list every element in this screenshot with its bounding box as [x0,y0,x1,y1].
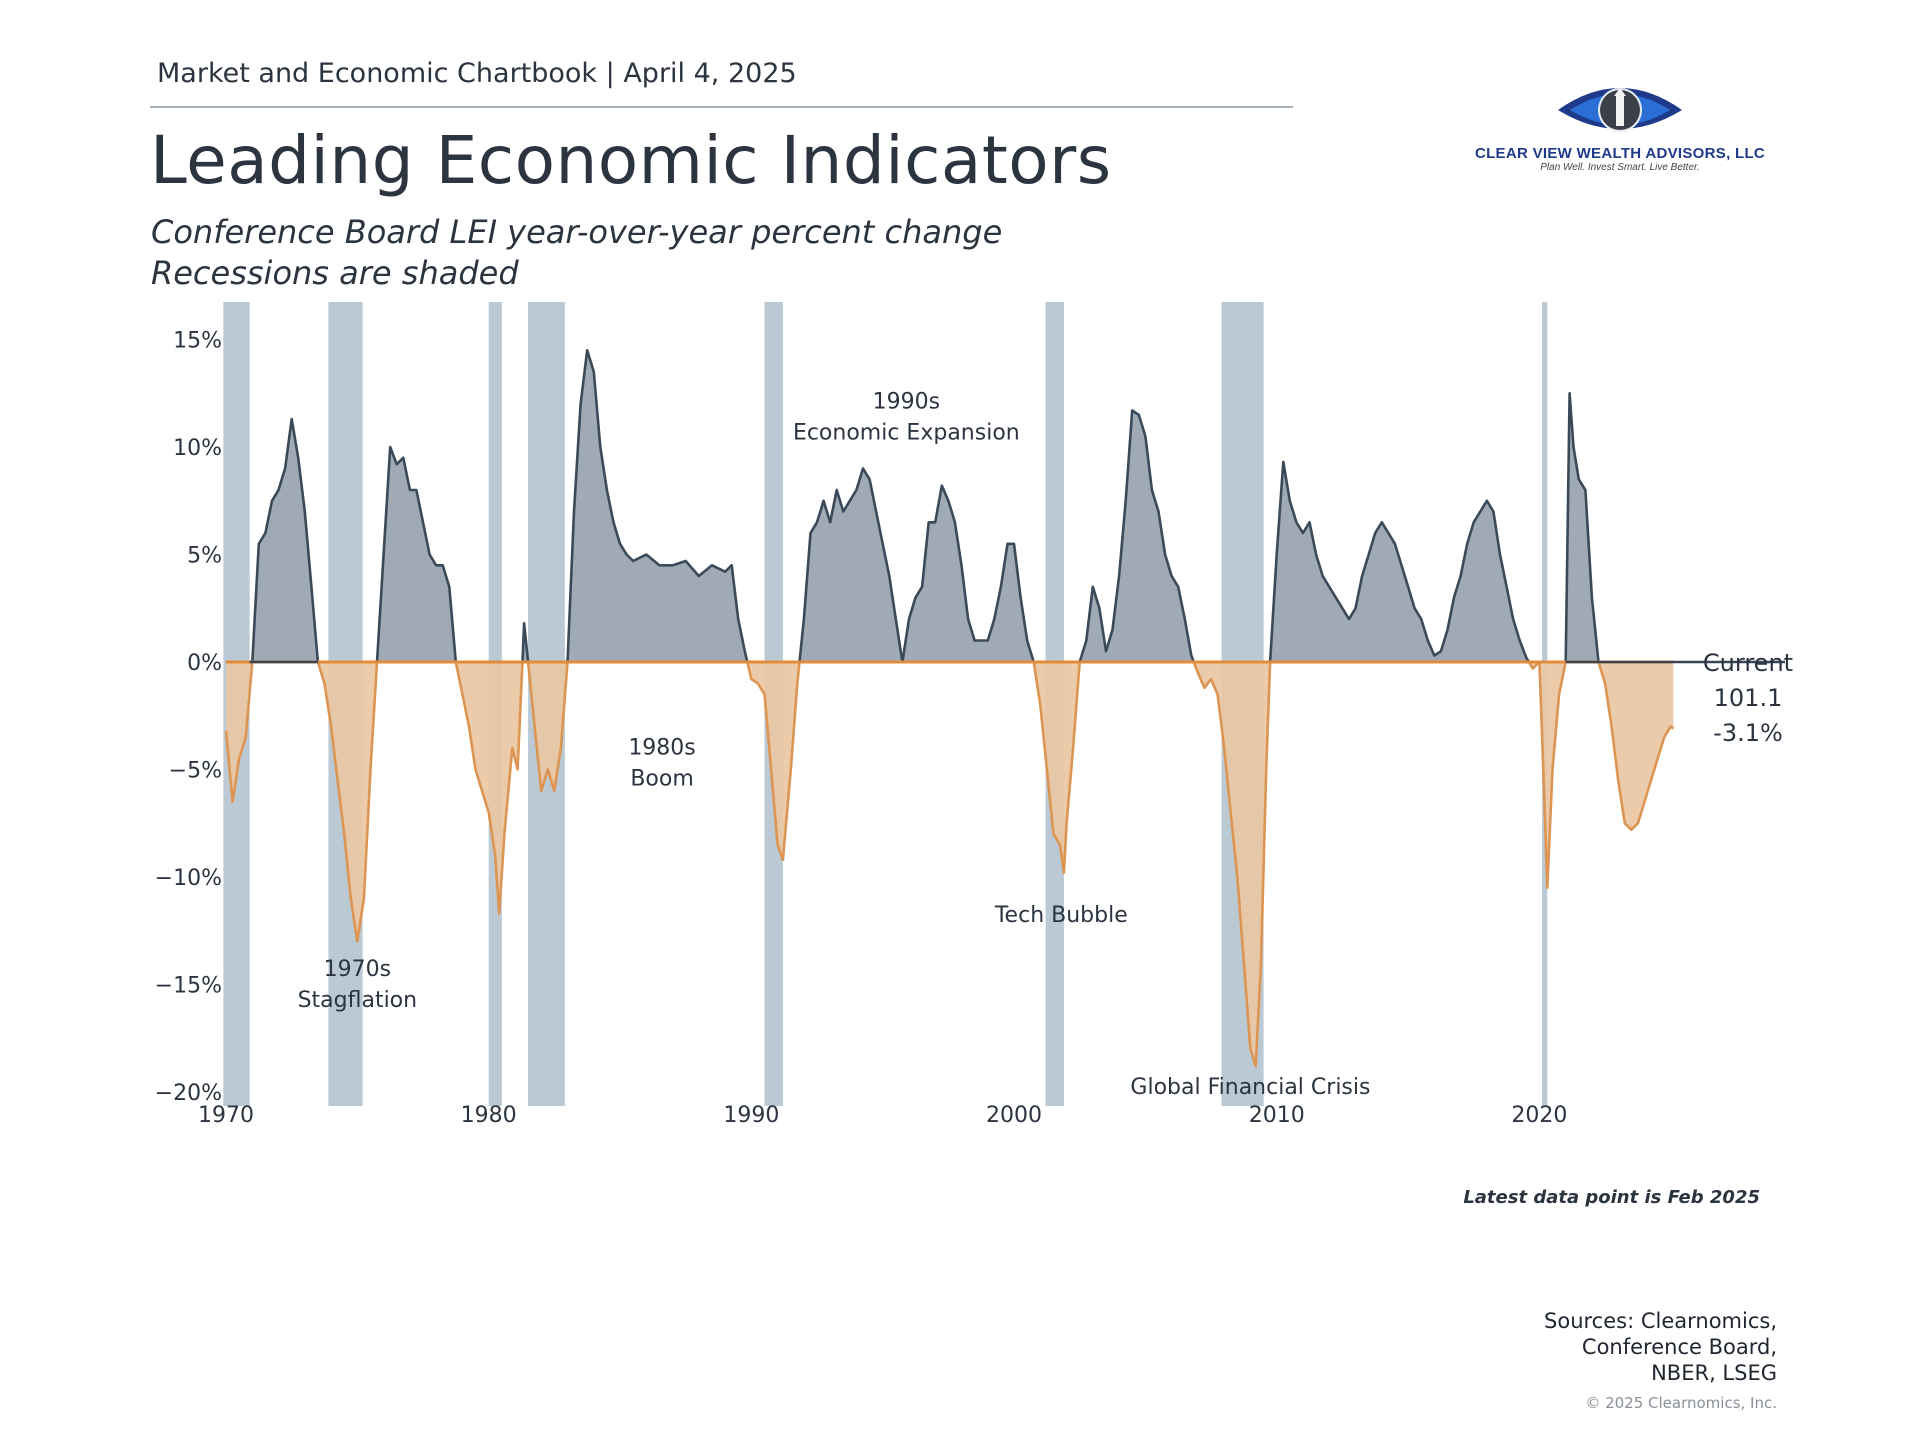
x-tick-label: 2000 [986,1103,1042,1128]
annotation-line: Stagflation [298,988,418,1013]
period-annotation: 1970s Stagflation [298,957,418,1013]
x-tick-label: 1980 [461,1103,517,1128]
current-callout-line: Current [1703,649,1793,677]
y-tick-label: −10% [155,866,222,891]
positive-line [375,445,458,663]
positive-line [1078,409,1196,663]
y-tick-label: 15% [173,329,222,354]
negative-line [1192,661,1272,1068]
annotation-line: 1980s [628,735,695,760]
y-tick-label: −15% [155,974,222,999]
source-line: Conference Board, [1581,1335,1777,1359]
eye-lighthouse-icon [1558,88,1682,132]
annotation-line: Tech Bubble [994,903,1128,928]
copyright: © 2025 Clearnomics, Inc. [1585,1394,1777,1412]
positive-line [1268,460,1531,663]
y-tick-label: 0% [187,651,222,676]
period-annotation: 1990s Economic Expansion [793,389,1020,445]
logo-company-name: CLEAR VIEW WEALTH ADVISORS, LLC [1474,145,1766,162]
y-tick-label: −5% [169,759,222,784]
current-callout: Current 101.1 -3.1% [1703,649,1793,747]
source-line: NBER, LSEG [1651,1361,1777,1385]
negative-line [316,661,379,943]
chart-subtitle-recessions: Recessions are shaded [151,254,519,292]
source-line: Sources: Clearnomics, [1544,1309,1777,1333]
header-divider [150,106,1293,108]
negative-line [1527,661,1541,670]
y-tick-label: −20% [155,1081,222,1106]
positive-line [521,622,530,663]
y-tick-label: 10% [173,436,222,461]
negative-line [526,661,569,793]
period-annotation: 1980s Boom [628,735,695,791]
period-annotation: Global Financial Crisis [1130,1075,1370,1100]
current-callout-line: -3.1% [1713,719,1783,747]
x-tick-label: 1970 [198,1103,254,1128]
x-tick-label: 2010 [1249,1103,1305,1128]
period-annotation: Tech Bubble [994,903,1128,928]
latest-data-note: Latest data point is Feb 2025 [1463,1187,1760,1208]
negative-line [1597,661,1675,831]
x-tick-label: 2020 [1511,1103,1567,1128]
positive-line [901,484,1035,663]
negative-line [1032,661,1081,874]
positive-line [1564,392,1600,663]
sources-note: Sources: Clearnomics, Conference Board, … [1544,1308,1777,1386]
positive-line [251,417,320,663]
negative-line [1538,661,1567,890]
x-tick-label: 1990 [723,1103,779,1128]
annotation-line: Boom [630,766,693,791]
chart-subtitle: Conference Board LEI year-over-year perc… [151,213,1003,251]
annotation-line: 1970s [324,957,391,982]
positive-line [566,349,749,663]
y-tick-label: 5% [187,544,222,569]
annotation-line: Global Financial Crisis [1130,1075,1370,1100]
company-logo: CLEAR VIEW WEALTH ADVISORS, LLC Plan Wel… [1470,72,1770,182]
chartbook-header: Market and Economic Chartbook | April 4,… [157,58,797,89]
page-title: Leading Economic Indicators [150,122,1112,199]
negative-line [454,661,524,915]
annotation-line: 1990s [873,389,940,414]
logo-tagline: Plan Well. Invest Smart. Live Better. [1540,162,1700,173]
negative-line [224,661,254,804]
annotation-line: Economic Expansion [793,420,1020,445]
negative-area [226,662,1674,1067]
current-callout-line: 101.1 [1714,684,1783,712]
positive-line [798,467,904,663]
negative-line [746,661,801,862]
